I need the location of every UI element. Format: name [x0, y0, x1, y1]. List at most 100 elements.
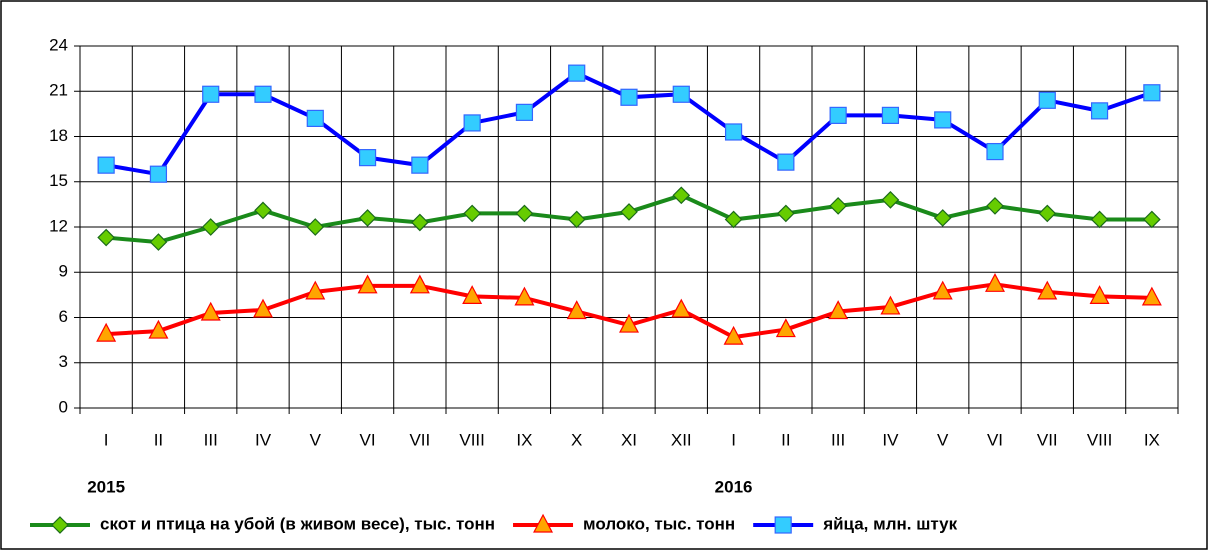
point: [202, 85, 220, 103]
point: [567, 210, 586, 229]
point: [306, 218, 325, 236]
point: [724, 123, 743, 141]
legend-marker: [533, 513, 554, 533]
y-tick-label: 15: [49, 171, 68, 190]
point: [358, 149, 377, 167]
point: [724, 210, 743, 229]
point: [881, 106, 900, 124]
point: [828, 300, 849, 320]
x-tick-label: IV: [882, 430, 899, 449]
x-tick-label: VII: [409, 430, 430, 449]
point: [253, 298, 273, 318]
point: [1037, 280, 1058, 300]
legend-marker: [774, 516, 792, 534]
point: [515, 204, 534, 223]
point: [881, 191, 900, 209]
x-tick-label: IV: [255, 430, 272, 449]
point: [96, 322, 117, 342]
x-tick-label: II: [781, 430, 790, 449]
x-tick-label: III: [204, 430, 218, 449]
x-tick-label: I: [731, 430, 736, 449]
point: [462, 285, 483, 304]
point: [515, 103, 534, 121]
x-tick-label: VI: [987, 430, 1003, 449]
point: [775, 318, 796, 338]
point: [829, 197, 847, 215]
y-tick-label: 3: [59, 352, 68, 371]
x-tick-label: V: [310, 430, 322, 449]
point: [934, 111, 952, 129]
point: [986, 197, 1004, 215]
x-tick-label: VII: [1037, 430, 1058, 449]
y-tick-label: 21: [49, 81, 68, 100]
point: [357, 274, 378, 294]
point: [672, 186, 691, 205]
point: [1090, 102, 1109, 120]
point: [568, 64, 586, 82]
point: [723, 325, 744, 345]
y-tick-label: 18: [49, 126, 68, 145]
x-tick-label: VI: [360, 430, 376, 449]
y-tick-label: 0: [59, 397, 68, 416]
point: [985, 273, 1005, 292]
point: [777, 153, 795, 171]
point: [1038, 204, 1057, 223]
x-tick-label: VIII: [459, 430, 485, 449]
point: [514, 286, 535, 306]
x-tick-label: II: [154, 430, 163, 449]
point: [409, 274, 430, 294]
x-tick-label: VIII: [1087, 430, 1113, 449]
point: [880, 295, 901, 315]
point: [620, 203, 638, 221]
point: [463, 204, 481, 223]
y-tick-label: 24: [49, 35, 68, 54]
year-label: 2016: [715, 477, 753, 496]
point: [358, 209, 377, 227]
point: [305, 280, 326, 300]
point: [306, 109, 324, 128]
point: [149, 165, 168, 183]
x-tick-label: V: [937, 430, 949, 449]
x-tick-label: III: [831, 430, 845, 449]
point: [932, 280, 953, 300]
legend-marker: [51, 516, 69, 534]
y-tick-label: 6: [59, 307, 68, 326]
point: [200, 301, 221, 321]
point: [933, 209, 952, 227]
point: [1090, 210, 1109, 229]
legend-label: скот и птица на убой (в живом весе), тыс…: [100, 514, 495, 533]
x-tick-label: XI: [621, 430, 637, 449]
legend-label: яйца, млн. штук: [822, 514, 957, 533]
x-tick-label: IX: [1144, 430, 1160, 449]
y-tick-label: 12: [49, 216, 68, 235]
point: [1143, 210, 1161, 229]
point: [463, 114, 481, 132]
point: [1141, 286, 1162, 306]
x-tick-label: I: [104, 430, 109, 449]
point: [148, 319, 169, 339]
y-tick-label: 9: [59, 262, 68, 281]
point: [1143, 84, 1161, 102]
point: [620, 88, 638, 106]
point: [566, 300, 587, 320]
point: [986, 142, 1004, 161]
point: [619, 313, 639, 333]
point: [672, 85, 690, 103]
point: [97, 156, 115, 174]
point: [254, 201, 272, 220]
point: [254, 85, 272, 103]
x-tick-label: XII: [671, 430, 692, 449]
point: [201, 218, 220, 236]
x-tick-label: X: [571, 430, 582, 449]
point: [1089, 285, 1110, 304]
point: [149, 233, 168, 251]
year-label: 2015: [87, 477, 125, 496]
point: [411, 213, 429, 232]
point: [671, 298, 692, 318]
point: [777, 204, 795, 223]
point: [97, 228, 115, 247]
point: [829, 106, 847, 124]
legend-label: молоко, тыс. тонн: [583, 514, 735, 533]
